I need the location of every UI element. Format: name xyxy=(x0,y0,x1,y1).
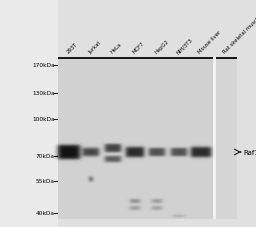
Text: 70kDa: 70kDa xyxy=(36,154,55,159)
Text: MCF7: MCF7 xyxy=(132,41,145,55)
Text: 293T: 293T xyxy=(66,42,78,55)
Text: HepG2: HepG2 xyxy=(153,39,170,55)
Text: 55kDa: 55kDa xyxy=(36,179,55,184)
Text: HeLa: HeLa xyxy=(110,42,122,55)
Text: 40kDa: 40kDa xyxy=(36,211,55,216)
Text: Mouse liver: Mouse liver xyxy=(197,30,222,55)
Text: Rat skeletal muscle: Rat skeletal muscle xyxy=(222,15,256,55)
Text: 100kDa: 100kDa xyxy=(32,117,55,122)
Text: Raf1: Raf1 xyxy=(243,149,256,155)
Text: 170kDa: 170kDa xyxy=(32,63,55,68)
Text: 130kDa: 130kDa xyxy=(32,91,55,96)
Text: NIH/3T3: NIH/3T3 xyxy=(175,37,194,55)
Text: Jurkat: Jurkat xyxy=(88,40,102,55)
